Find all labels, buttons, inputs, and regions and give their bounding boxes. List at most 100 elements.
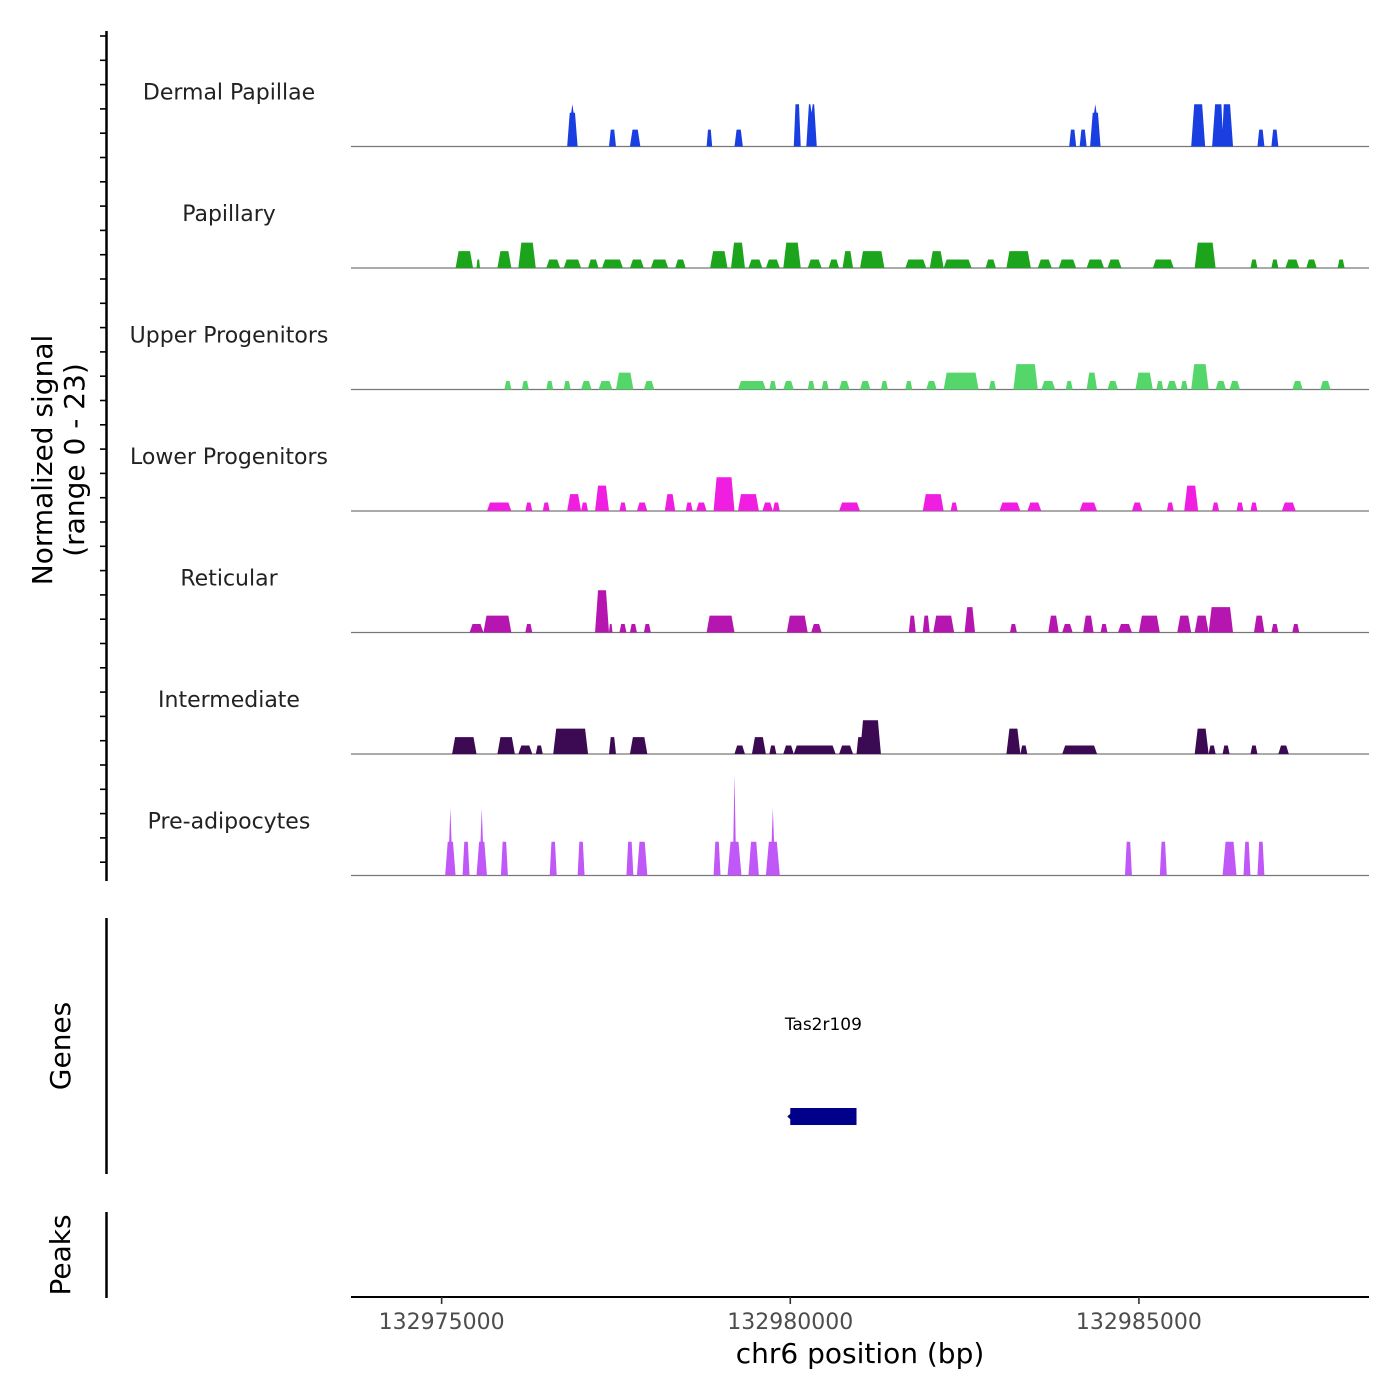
signal-peak [455, 251, 474, 268]
track-label: Intermediate [158, 688, 300, 713]
signal-peak [1166, 381, 1178, 390]
signal-peak [713, 477, 735, 511]
signal-peak [1180, 381, 1188, 390]
signal-peak [1124, 841, 1132, 876]
signal-peak [643, 381, 655, 390]
signal-peak [905, 259, 927, 268]
signal-peak [675, 259, 686, 268]
signal-peak [737, 494, 759, 511]
signal-peak [1079, 502, 1098, 511]
signal-peak [710, 251, 728, 268]
signal-tracks: Dermal Papillae Papillary Upper Progenitor… [130, 81, 1369, 877]
signal-peak [546, 259, 561, 268]
signal-peak [751, 737, 766, 754]
signal-peak [1253, 615, 1265, 633]
signal-peak [1222, 745, 1230, 754]
signal-peak [1250, 502, 1258, 511]
signal-peak [1069, 129, 1077, 147]
signal-peak [525, 502, 533, 511]
signal-peak [588, 259, 599, 268]
signal-peak [860, 720, 881, 754]
signal-peak [1135, 372, 1153, 390]
signal-peak [629, 624, 637, 633]
gene-label: Tas2r109 [784, 1015, 862, 1035]
signal-peak [636, 841, 648, 876]
signal-peak [1229, 381, 1241, 390]
signal-peak [1079, 129, 1087, 147]
signal-peak [1292, 381, 1303, 390]
signal-peak [542, 502, 550, 511]
signal-peak [1027, 502, 1042, 511]
signal-peak [1062, 624, 1073, 633]
signal-peak [1337, 259, 1345, 268]
signal-peak [685, 502, 693, 511]
track-dermal-papillae: Dermal Papillae [143, 81, 1369, 148]
signal-peak [476, 259, 480, 268]
track-upper-progenitors: Upper Progenitors [130, 324, 1369, 391]
signal-peak [462, 841, 470, 876]
signal-peak [518, 242, 536, 268]
signal-peak [793, 104, 801, 147]
signal-peak [1086, 259, 1105, 268]
signal-peak [1100, 624, 1108, 633]
signal-peak [483, 615, 512, 633]
signal-peak [1062, 745, 1098, 754]
signal-peak [807, 381, 815, 390]
signal-peak [1250, 745, 1258, 754]
signal-peak [769, 745, 777, 754]
signal-peak [737, 381, 766, 390]
signal-peak [772, 502, 780, 511]
signal-peak [706, 615, 735, 633]
signal-peak [950, 502, 958, 511]
signal-peak [1020, 745, 1028, 754]
signal-peak [1041, 381, 1056, 390]
signal-peak [999, 502, 1021, 511]
signal-peak [581, 381, 592, 390]
signal-peak [650, 259, 669, 268]
signal-peak [619, 624, 627, 633]
signal-peak [643, 624, 651, 633]
signal-peak [713, 841, 721, 876]
signal-peak [500, 841, 508, 876]
signal-peak [1292, 624, 1300, 633]
signal-peak [664, 494, 676, 511]
signal-peak [608, 737, 616, 754]
signal-peak [636, 502, 648, 511]
signal-peak [811, 624, 822, 633]
signal-peak [1191, 364, 1209, 390]
x-tick-label: 132975000 [379, 1310, 505, 1335]
signal-peak [943, 259, 972, 268]
track-label: Pre-adipocytes [148, 810, 311, 835]
signal-peak [629, 129, 641, 147]
signal-peak [828, 259, 840, 268]
signal-peak [1009, 624, 1017, 633]
signal-peak [504, 381, 512, 390]
signal-peak [608, 624, 613, 633]
signal-peak [1006, 251, 1031, 268]
signal-peak [1243, 841, 1251, 876]
signal-peak [1037, 259, 1052, 268]
signal-peak [629, 737, 648, 754]
signal-peak [1278, 745, 1289, 754]
track-intermediate: Intermediate [158, 688, 1369, 755]
signal-peak [626, 841, 634, 876]
signal-peak [1208, 607, 1234, 633]
signal-peak [1212, 502, 1220, 511]
signal-peak [1107, 259, 1122, 268]
signal-peak [535, 745, 543, 754]
signal-peak [608, 129, 616, 147]
genes-track-label: Genes [44, 1002, 77, 1090]
signal-peak [1194, 242, 1216, 268]
x-axis: 132975000 132980000 132985000 [379, 1297, 1202, 1335]
track-lower-progenitors: Lower Progenitors [130, 445, 1369, 512]
signal-peak [1159, 841, 1167, 876]
track-label: Upper Progenitors [130, 324, 329, 349]
signal-peak [553, 728, 589, 754]
signal-peak [1194, 615, 1209, 633]
signal-peak [1006, 728, 1021, 754]
signal-peak [1222, 841, 1237, 876]
signal-peak [765, 259, 780, 268]
signal-peak [806, 104, 817, 147]
signal-peak [988, 381, 996, 390]
